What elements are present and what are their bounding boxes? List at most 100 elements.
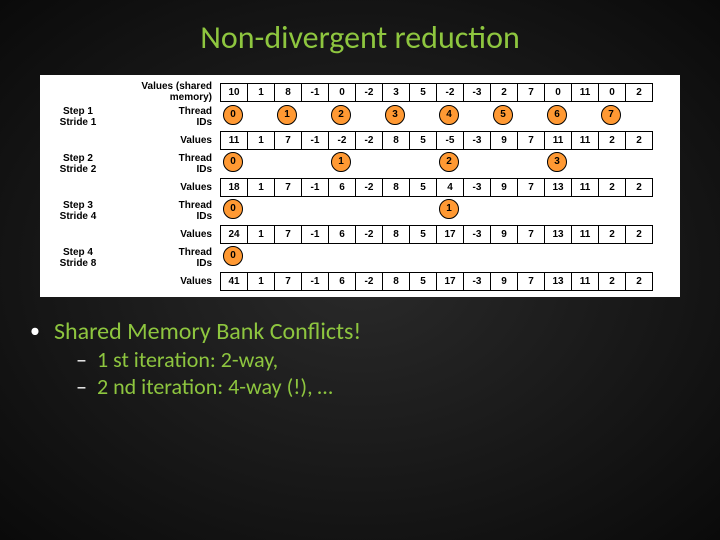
value-cell: 11 bbox=[221, 132, 248, 149]
value-cell: -3 bbox=[464, 273, 491, 290]
value-cell: 13 bbox=[545, 179, 572, 196]
value-cell: 6 bbox=[329, 179, 356, 196]
value-cell: 2 bbox=[599, 179, 626, 196]
value-cell: -2 bbox=[356, 84, 383, 101]
value-cell: 7 bbox=[518, 132, 545, 149]
value-cell: -3 bbox=[464, 84, 491, 101]
value-cell: 2 bbox=[626, 226, 653, 243]
value-cell: 2 bbox=[599, 132, 626, 149]
thread-node: 1 bbox=[331, 152, 351, 172]
thread-node: 0 bbox=[223, 152, 243, 172]
value-cell: 7 bbox=[518, 226, 545, 243]
value-cell: 5 bbox=[410, 84, 437, 101]
value-cell: 11 bbox=[572, 132, 599, 149]
value-cell: 0 bbox=[545, 84, 572, 101]
thread-label: ThreadIDs bbox=[112, 200, 220, 222]
value-cell: 7 bbox=[275, 273, 302, 290]
sub-bullet-1-text: 1 st iteration: 2-way, bbox=[97, 346, 278, 373]
slide-title: Non-divergent reduction bbox=[0, 0, 720, 57]
value-cell: -1 bbox=[302, 179, 329, 196]
step-label: Step 3Stride 4 bbox=[44, 200, 112, 222]
thread-node: 0 bbox=[223, 199, 243, 219]
value-cell: 41 bbox=[221, 273, 248, 290]
value-cell: 1 bbox=[248, 132, 275, 149]
value-cell: 9 bbox=[491, 179, 518, 196]
value-cell: 2 bbox=[626, 132, 653, 149]
value-cell: 6 bbox=[329, 273, 356, 290]
value-cell: -3 bbox=[464, 132, 491, 149]
step-label: Step 2Stride 2 bbox=[44, 153, 112, 175]
dash-icon: – bbox=[76, 346, 87, 373]
bullet-main: • Shared Memory Bank Conflicts! bbox=[30, 317, 690, 346]
value-cell: 13 bbox=[545, 273, 572, 290]
value-cell: 2 bbox=[599, 273, 626, 290]
thread-node: 0 bbox=[223, 105, 243, 125]
sub-bullet-2-text: 2 nd iteration: 4-way (!), … bbox=[97, 373, 333, 400]
value-cell: -2 bbox=[356, 132, 383, 149]
value-cell: 11 bbox=[572, 84, 599, 101]
thread-node: 2 bbox=[439, 152, 459, 172]
value-cell: 7 bbox=[518, 84, 545, 101]
value-cell: 1 bbox=[248, 273, 275, 290]
thread-node: 4 bbox=[439, 105, 459, 125]
value-cell: 17 bbox=[437, 226, 464, 243]
value-cell: 2 bbox=[626, 84, 653, 101]
thread-node: 6 bbox=[547, 105, 567, 125]
value-cell: -1 bbox=[302, 226, 329, 243]
bullet-dot-icon: • bbox=[30, 317, 40, 345]
value-cell: 2 bbox=[599, 226, 626, 243]
value-cell: -3 bbox=[464, 179, 491, 196]
thread-node: 7 bbox=[601, 105, 621, 125]
thread-node: 3 bbox=[547, 152, 567, 172]
value-cell: 9 bbox=[491, 132, 518, 149]
thread-node: 1 bbox=[277, 105, 297, 125]
bullet-main-text: Shared Memory Bank Conflicts! bbox=[54, 317, 361, 346]
value-cell: 7 bbox=[275, 226, 302, 243]
thread-label: ThreadIDs bbox=[112, 153, 220, 175]
value-cell: 5 bbox=[410, 132, 437, 149]
value-cell: 7 bbox=[518, 179, 545, 196]
value-cell: -2 bbox=[329, 132, 356, 149]
thread-label: ThreadIDs bbox=[112, 106, 220, 128]
value-cell: -2 bbox=[356, 179, 383, 196]
value-cell: 8 bbox=[383, 226, 410, 243]
value-cell: 0 bbox=[599, 84, 626, 101]
value-cell: 1 bbox=[248, 179, 275, 196]
value-cell: -1 bbox=[302, 132, 329, 149]
value-cell: -3 bbox=[464, 226, 491, 243]
value-cell: 13 bbox=[545, 226, 572, 243]
value-cell: 24 bbox=[221, 226, 248, 243]
value-cell: 10 bbox=[221, 84, 248, 101]
value-cell: -2 bbox=[356, 273, 383, 290]
value-cell: 2 bbox=[626, 179, 653, 196]
value-cell: 8 bbox=[275, 84, 302, 101]
sub-bullet-1: – 1 st iteration: 2-way, bbox=[30, 346, 690, 373]
thread-node: 0 bbox=[223, 246, 243, 266]
value-cell: 2 bbox=[491, 84, 518, 101]
step-label: Step 1Stride 1 bbox=[44, 106, 112, 128]
value-cell: -1 bbox=[302, 84, 329, 101]
sub-bullet-2: – 2 nd iteration: 4-way (!), … bbox=[30, 373, 690, 400]
value-cell: 4 bbox=[437, 179, 464, 196]
value-cell: 11 bbox=[572, 226, 599, 243]
value-cell: 9 bbox=[491, 273, 518, 290]
value-cell: 9 bbox=[491, 226, 518, 243]
value-cell: 8 bbox=[383, 132, 410, 149]
thread-node: 2 bbox=[331, 105, 351, 125]
value-cell: -2 bbox=[437, 84, 464, 101]
bullet-section: • Shared Memory Bank Conflicts! – 1 st i… bbox=[0, 309, 720, 400]
value-cell: 11 bbox=[572, 179, 599, 196]
thread-label: ThreadIDs bbox=[112, 247, 220, 269]
value-cell: 5 bbox=[410, 179, 437, 196]
value-cell: 7 bbox=[275, 179, 302, 196]
value-cell: 11 bbox=[572, 273, 599, 290]
value-cell: 7 bbox=[518, 273, 545, 290]
value-cell: 6 bbox=[329, 226, 356, 243]
values-label: Values bbox=[112, 276, 220, 287]
value-cell: -5 bbox=[437, 132, 464, 149]
value-cell: 11 bbox=[545, 132, 572, 149]
value-cell: 3 bbox=[383, 84, 410, 101]
value-cell: -1 bbox=[302, 273, 329, 290]
value-cell: 2 bbox=[626, 273, 653, 290]
value-cell: 17 bbox=[437, 273, 464, 290]
